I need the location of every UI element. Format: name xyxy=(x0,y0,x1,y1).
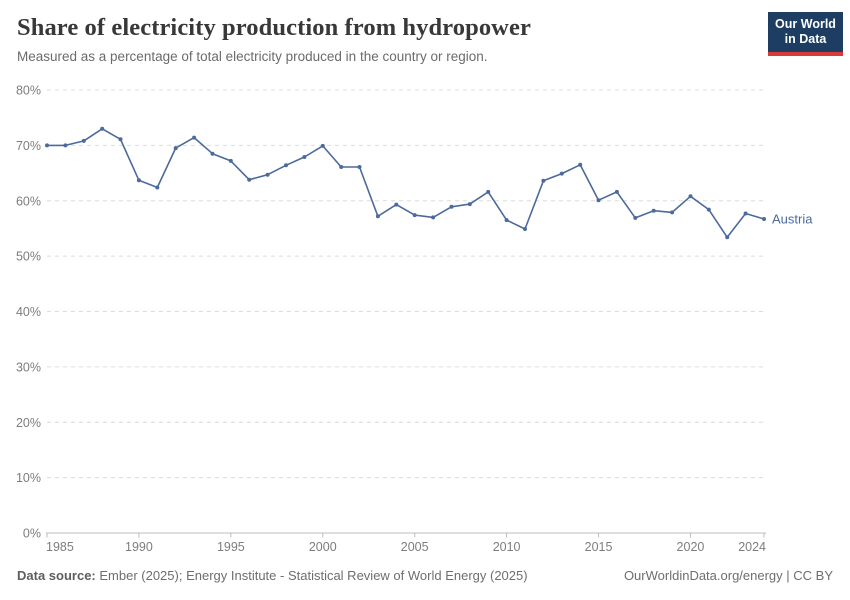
data-point-2006[interactable] xyxy=(431,215,436,220)
data-point-1993[interactable] xyxy=(192,135,197,140)
data-point-2008[interactable] xyxy=(467,202,472,207)
x-tick-label-2024: 2024 xyxy=(738,540,766,554)
data-point-2024[interactable] xyxy=(762,217,766,221)
y-tick-label-40: 40% xyxy=(16,305,41,319)
data-point-1989[interactable] xyxy=(118,137,123,142)
data-point-2019[interactable] xyxy=(670,210,675,215)
data-point-1986[interactable] xyxy=(63,143,68,148)
data-point-1998[interactable] xyxy=(284,163,288,168)
data-point-1990[interactable] xyxy=(136,178,141,183)
data-source-note: Data source: Ember (2025); Energy Instit… xyxy=(17,568,528,583)
data-point-2002[interactable] xyxy=(357,165,362,169)
data-point-2014[interactable] xyxy=(578,162,583,167)
data-point-1997[interactable] xyxy=(265,172,270,177)
data-point-2013[interactable] xyxy=(559,171,564,176)
x-tick-label-2010: 2010 xyxy=(493,540,521,554)
logo-red-bar xyxy=(768,52,843,56)
data-source-label: Data source: xyxy=(17,568,96,583)
data-point-1992[interactable] xyxy=(173,146,178,151)
x-tick-label-2015: 2015 xyxy=(585,540,613,554)
y-tick-label-30: 30% xyxy=(16,360,41,374)
x-tick-label-2020: 2020 xyxy=(677,540,705,554)
data-point-1995[interactable] xyxy=(228,158,233,163)
data-point-2022[interactable] xyxy=(725,235,730,240)
data-point-2000[interactable] xyxy=(320,143,325,148)
chart-footer: Data source: Ember (2025); Energy Instit… xyxy=(0,568,850,583)
data-point-1996[interactable] xyxy=(247,177,252,182)
data-point-2020[interactable] xyxy=(688,194,693,199)
data-point-2018[interactable] xyxy=(651,208,656,213)
data-point-2010[interactable] xyxy=(504,218,509,223)
x-tick-label-1985: 1985 xyxy=(46,540,74,554)
x-tick-label-1990: 1990 xyxy=(125,540,153,554)
page-title: Share of electricity production from hyd… xyxy=(17,14,531,41)
data-point-1994[interactable] xyxy=(210,151,215,156)
data-point-2015[interactable] xyxy=(596,198,601,203)
chart-subtitle: Measured as a percentage of total electr… xyxy=(17,49,488,64)
data-point-2001[interactable] xyxy=(339,165,344,169)
y-tick-label-50: 50% xyxy=(16,250,41,264)
data-point-2016[interactable] xyxy=(614,189,619,194)
data-point-2007[interactable] xyxy=(449,204,454,209)
data-point-2011[interactable] xyxy=(523,227,527,231)
data-point-1985[interactable] xyxy=(45,143,49,148)
data-point-2003[interactable] xyxy=(375,214,380,219)
data-point-2021[interactable] xyxy=(706,207,711,212)
data-point-1999[interactable] xyxy=(302,155,307,159)
y-tick-label-60: 60% xyxy=(16,194,41,208)
data-point-1988[interactable] xyxy=(100,126,105,131)
y-tick-label-10: 10% xyxy=(16,471,41,485)
data-source-text: Ember (2025); Energy Institute - Statist… xyxy=(95,568,528,583)
owid-logo[interactable]: Our World in Data xyxy=(768,12,843,56)
y-tick-label-0: 0% xyxy=(23,527,41,541)
data-point-2023[interactable] xyxy=(743,211,748,216)
logo-text-line1: Our World xyxy=(775,17,836,31)
x-tick-label-2005: 2005 xyxy=(401,540,429,554)
data-point-2009[interactable] xyxy=(486,189,491,194)
y-tick-label-80: 80% xyxy=(16,84,41,98)
logo-text-line2: in Data xyxy=(784,32,827,46)
data-point-1991[interactable] xyxy=(155,185,160,190)
license-note[interactable]: OurWorldinData.org/energy | CC BY xyxy=(623,568,833,583)
x-tick-label-2000: 2000 xyxy=(309,540,337,554)
data-point-1987[interactable] xyxy=(81,138,86,143)
y-tick-label-20: 20% xyxy=(16,416,41,430)
chart-header: Share of electricity production from hyd… xyxy=(17,14,762,64)
data-point-2017[interactable] xyxy=(633,215,638,220)
data-point-2005[interactable] xyxy=(412,213,417,218)
series-line-austria[interactable] xyxy=(46,128,765,239)
x-tick-label-1995: 1995 xyxy=(217,540,245,554)
series-end-label-austria[interactable]: Austria xyxy=(772,212,813,227)
data-point-2004[interactable] xyxy=(394,202,399,207)
y-tick-label-70: 70% xyxy=(16,139,41,153)
data-point-2012[interactable] xyxy=(541,178,546,183)
